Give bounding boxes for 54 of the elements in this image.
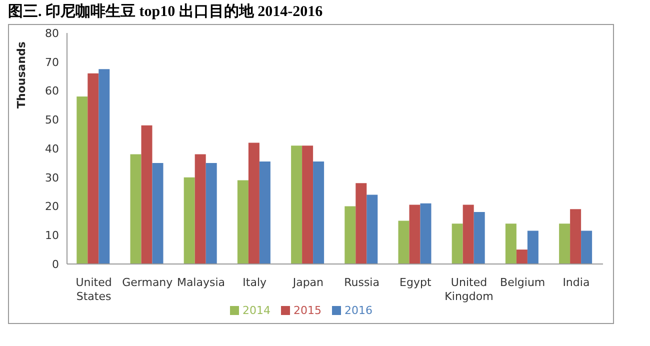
bar bbox=[356, 183, 367, 264]
bar bbox=[291, 146, 302, 264]
x-tick-label: United Kingdom bbox=[444, 276, 494, 303]
chart-title: 图三. 印尼咖啡生豆 top10 出口目的地 2014-2016 bbox=[8, 2, 324, 22]
bar bbox=[206, 162, 217, 264]
bar bbox=[130, 154, 142, 264]
bar bbox=[344, 206, 356, 264]
y-tick-label: 70 bbox=[45, 56, 59, 69]
bar bbox=[194, 154, 206, 264]
bar bbox=[527, 230, 538, 264]
x-tick-label: Italy bbox=[242, 276, 268, 289]
y-axis-title: Thousands bbox=[14, 41, 28, 108]
bar bbox=[559, 224, 570, 264]
bar bbox=[420, 203, 432, 264]
bar bbox=[452, 224, 463, 264]
bar bbox=[398, 220, 410, 264]
x-tick-label: Germany bbox=[122, 276, 174, 289]
bar bbox=[516, 250, 528, 264]
legend-label: 2014 bbox=[242, 304, 270, 317]
bar bbox=[462, 204, 474, 264]
bar bbox=[141, 125, 152, 264]
bar bbox=[474, 212, 485, 264]
bar bbox=[98, 69, 110, 264]
y-tick-label: 10 bbox=[45, 229, 59, 242]
bar bbox=[313, 161, 324, 264]
bar bbox=[581, 230, 592, 264]
y-tick-label: 40 bbox=[45, 142, 59, 156]
x-tick-label: Russia bbox=[344, 276, 380, 289]
bar bbox=[409, 204, 420, 264]
bar bbox=[237, 180, 248, 264]
bar bbox=[570, 209, 582, 264]
x-tick-label: Japan bbox=[292, 276, 324, 289]
bar bbox=[505, 224, 516, 264]
bar bbox=[259, 161, 270, 264]
bar bbox=[152, 162, 164, 264]
legend-label: 2015 bbox=[294, 304, 322, 317]
bar bbox=[248, 142, 260, 264]
x-tick-label: Belgium bbox=[500, 276, 546, 289]
y-tick-label: 50 bbox=[45, 114, 59, 127]
x-tick-label: Egypt bbox=[400, 276, 432, 289]
bar bbox=[302, 146, 314, 264]
x-tick-label: United States bbox=[76, 276, 112, 303]
y-tick-label: 0 bbox=[52, 258, 59, 271]
y-tick-label: 80 bbox=[45, 26, 59, 40]
y-tick-label: 60 bbox=[45, 84, 59, 98]
x-tick-label: Malaysia bbox=[176, 276, 226, 289]
bar bbox=[184, 177, 195, 264]
bar bbox=[76, 96, 88, 264]
y-tick-label: 20 bbox=[45, 200, 59, 214]
bar bbox=[366, 194, 378, 264]
legend-label: 2016 bbox=[344, 304, 372, 317]
bar bbox=[88, 73, 99, 264]
x-tick-label: India bbox=[562, 276, 590, 289]
y-tick-label: 30 bbox=[45, 171, 59, 184]
